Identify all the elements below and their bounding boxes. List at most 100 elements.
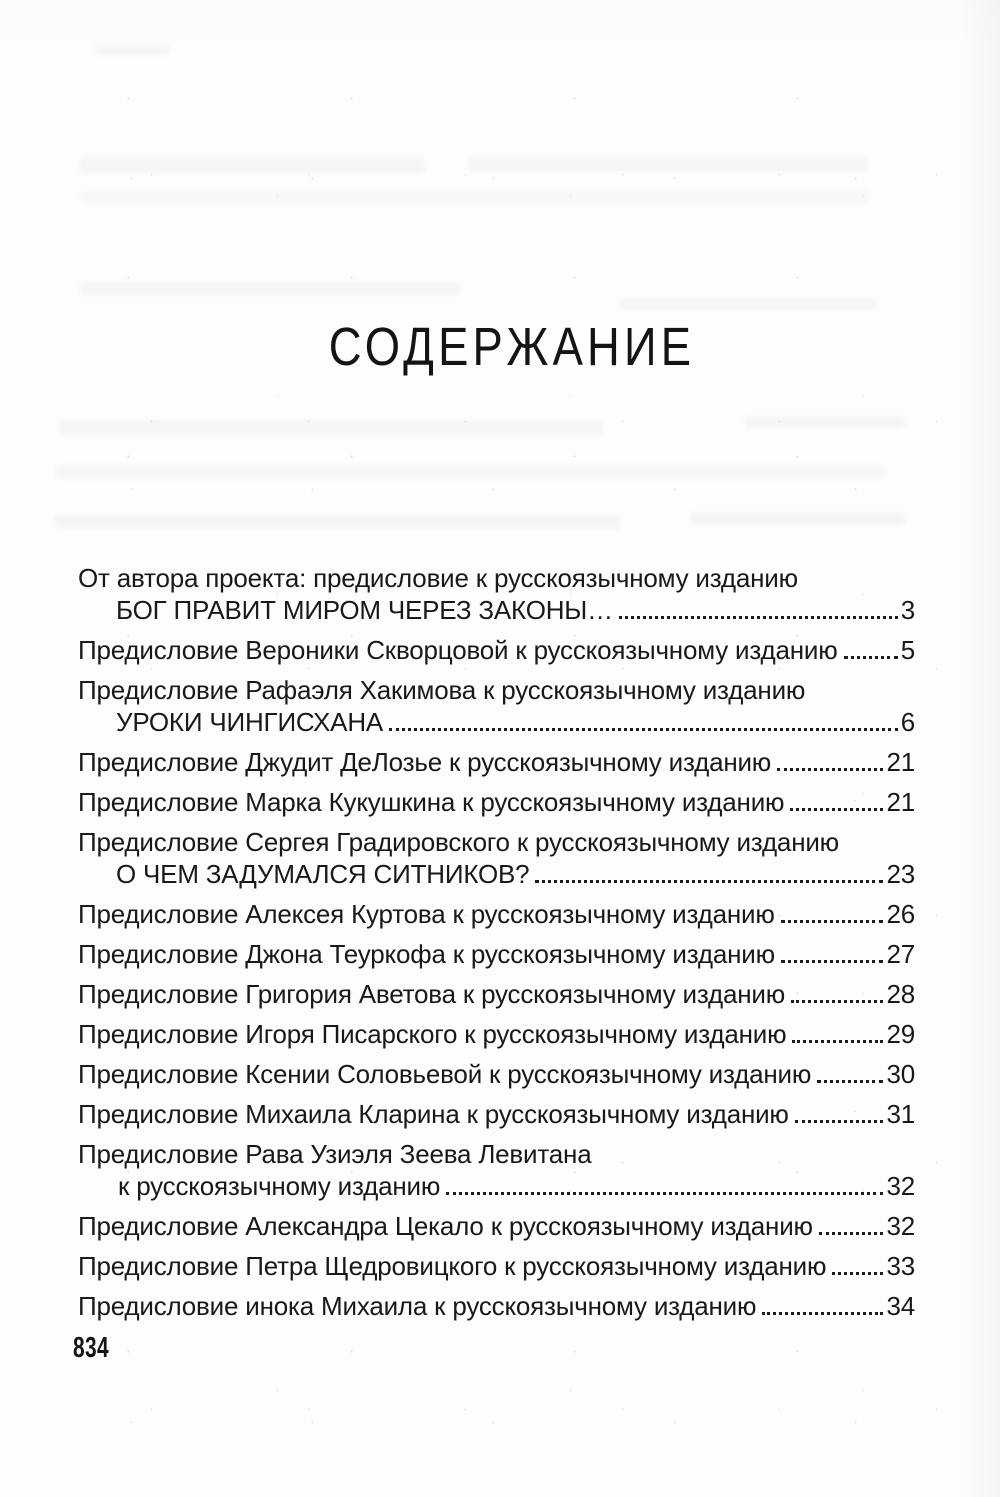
toc-entry-text: Предисловие Михаила Кларина к русскоязыч… (78, 1099, 789, 1129)
dot-leader (791, 1000, 884, 1003)
toc-entry: Предисловие Ксении Соловьевой к русскояз… (78, 1058, 915, 1090)
toc-line: О ЧЕМ ЗАДУМАЛСЯ СИТНИКОВ? 23 (78, 858, 915, 890)
bleed-through-artifact (620, 298, 875, 310)
toc-line: УРОКИ ЧИНГИСХАНА 6 (78, 706, 915, 738)
toc-page-number: 21 (886, 747, 915, 777)
toc-entry-text: Предисловие Петра Щедровицкого к русскоя… (78, 1251, 827, 1281)
toc-entry: От автора проекта: предисловие к русскоя… (78, 562, 915, 626)
toc-page-number: 27 (886, 939, 915, 969)
toc-entry: Предисловие Марка Кукушкина к русскоязыч… (78, 786, 915, 818)
toc-entry-text: Предисловие Александра Цекало к русскояз… (78, 1211, 813, 1241)
dot-leader (790, 808, 884, 811)
toc-entry-text: От автора проекта: предисловие к русскоя… (78, 563, 798, 593)
toc-entry-text: к русскоязычному изданию (118, 1171, 441, 1201)
toc-entry: Предисловие Алексея Куртова к русскоязыч… (78, 898, 915, 930)
toc-line: Предисловие Джона Теуркофа к русскоязычн… (78, 938, 915, 970)
toc-line: БОГ ПРАВИТ МИРОМ ЧЕРЕЗ ЗАКОНЫ… 3 (78, 594, 915, 626)
toc-page-number: 32 (886, 1171, 915, 1201)
toc-entry-text: Предисловие инока Михаила к русскоязычно… (78, 1291, 757, 1321)
toc-entry: Предисловие Петра Щедровицкого к русскоя… (78, 1250, 915, 1282)
bleed-through-artifact (80, 190, 870, 203)
dot-leader (535, 880, 884, 883)
bleed-through-artifact (95, 45, 170, 55)
toc-page-number: 30 (886, 1059, 915, 1089)
toc-line: Предисловие Петра Щедровицкого к русскоя… (78, 1250, 915, 1282)
dot-leader (446, 1192, 884, 1195)
toc-entry: Предисловие Рафаэля Хакимова к русскоязы… (78, 674, 915, 738)
dot-leader (777, 768, 884, 771)
toc-entry: Предисловие Сергея Градировского к русск… (78, 826, 915, 890)
toc-entry-text: Предисловие Джудит ДеЛозье к русскоязычн… (78, 747, 772, 777)
dot-leader (780, 960, 884, 963)
toc-page-number: 5 (900, 635, 915, 665)
dot-leader (794, 1120, 884, 1123)
dot-leader (832, 1272, 884, 1275)
toc-page-number: 33 (886, 1251, 915, 1281)
toc-line: Предисловие Ксении Соловьевой к русскояз… (78, 1058, 915, 1090)
toc-entry-text: УРОКИ ЧИНГИСХАНА (116, 707, 384, 737)
toc-page-number: 34 (886, 1291, 915, 1321)
toc-line: Предисловие Сергея Градировского к русск… (78, 826, 915, 858)
dot-leader (818, 1232, 884, 1235)
dot-leader (618, 616, 898, 619)
dot-leader (389, 728, 898, 731)
toc-entry: Предисловие Игоря Писарского к русскоязы… (78, 1018, 915, 1050)
toc-line: От автора проекта: предисловие к русскоя… (78, 562, 915, 594)
toc-line: Предисловие Рафаэля Хакимова к русскоязы… (78, 674, 915, 706)
toc-line: Предисловие Вероники Скворцовой к русско… (78, 634, 915, 666)
toc-line: Предисловие Джудит ДеЛозье к русскоязычн… (78, 746, 915, 778)
bleed-through-artifact (468, 158, 868, 171)
toc-page-number: 31 (886, 1099, 915, 1129)
bleed-through-artifact (690, 512, 905, 525)
toc-entry-text: Предисловие Алексея Куртова к русскоязыч… (78, 899, 775, 929)
toc-entry-text: Предисловие Ксении Соловьевой к русскояз… (78, 1059, 812, 1089)
toc-entry-text: Предисловие Джона Теуркофа к русскоязычн… (78, 939, 775, 969)
dot-leader (817, 1080, 884, 1083)
toc-entry: Предисловие Александра Цекало к русскояз… (78, 1210, 915, 1242)
toc-page-number: 6 (900, 707, 915, 737)
toc-page-number: 3 (900, 595, 915, 625)
toc-page-number: 26 (886, 899, 915, 929)
toc-entry-text: О ЧЕМ ЗАДУМАЛСЯ СИТНИКОВ? (116, 859, 530, 889)
toc-entry: Предисловие Джудит ДеЛозье к русскоязычн… (78, 746, 915, 778)
toc-line: Предисловие Александра Цекало к русскояз… (78, 1210, 915, 1242)
bleed-through-artifact (80, 282, 460, 296)
toc-line: Предисловие Алексея Куртова к русскоязыч… (78, 898, 915, 930)
toc-entry-text: Предисловие Рава Узиэля Зеева Левитана (78, 1139, 592, 1169)
toc-entry: Предисловие инока Михаила к русскоязычно… (78, 1290, 915, 1322)
toc-entry: Предисловие Григория Аветова к русскоязы… (78, 978, 915, 1010)
dot-leader (762, 1312, 884, 1315)
toc-entry-text: Предисловие Марка Кукушкина к русскоязыч… (78, 787, 785, 817)
bleed-through-artifact (55, 515, 620, 529)
toc-entry-text: Предисловие Вероники Скворцовой к русско… (78, 635, 838, 665)
toc-entry-text: Предисловие Игоря Писарского к русскоязы… (78, 1019, 787, 1049)
toc-page-number: 28 (886, 979, 915, 1009)
toc-entry-text: БОГ ПРАВИТ МИРОМ ЧЕРЕЗ ЗАКОНЫ… (116, 595, 613, 625)
dot-leader (843, 656, 898, 659)
toc-page-number: 23 (886, 859, 915, 889)
toc-line: к русскоязычному изданию 32 (78, 1170, 915, 1202)
toc-entry: Предисловие Джона Теуркофа к русскоязычн… (78, 938, 915, 970)
dot-leader (792, 1040, 884, 1043)
table-of-contents: От автора проекта: предисловие к русскоя… (78, 562, 915, 1330)
toc-entry-text: Предисловие Рафаэля Хакимова к русскоязы… (78, 675, 806, 705)
bleed-through-artifact (80, 158, 425, 173)
bleed-through-artifact (58, 420, 603, 434)
toc-page-number: 32 (886, 1211, 915, 1241)
page-title: СОДЕРЖАНИЕ (328, 317, 696, 377)
toc-entry: Предисловие Вероники Скворцовой к русско… (78, 634, 915, 666)
folio-page-number: 834 (73, 1332, 109, 1364)
toc-line: Предисловие инока Михаила к русскоязычно… (78, 1290, 915, 1322)
dot-leader (780, 920, 884, 923)
toc-line: Предисловие Игоря Писарского к русскоязы… (78, 1018, 915, 1050)
toc-entry-text: Предисловие Григория Аветова к русскоязы… (78, 979, 786, 1009)
toc-line: Предисловие Рава Узиэля Зеева Левитана (78, 1138, 915, 1170)
toc-page-number: 29 (886, 1019, 915, 1049)
toc-entry: Предисловие Рава Узиэля Зеева Левитана к… (78, 1138, 915, 1202)
bleed-through-artifact (55, 465, 885, 479)
toc-page-number: 21 (886, 787, 915, 817)
toc-line: Предисловие Марка Кукушкина к русскоязыч… (78, 786, 915, 818)
toc-entry: Предисловие Михаила Кларина к русскоязыч… (78, 1098, 915, 1130)
toc-line: Предисловие Михаила Кларина к русскоязыч… (78, 1098, 915, 1130)
